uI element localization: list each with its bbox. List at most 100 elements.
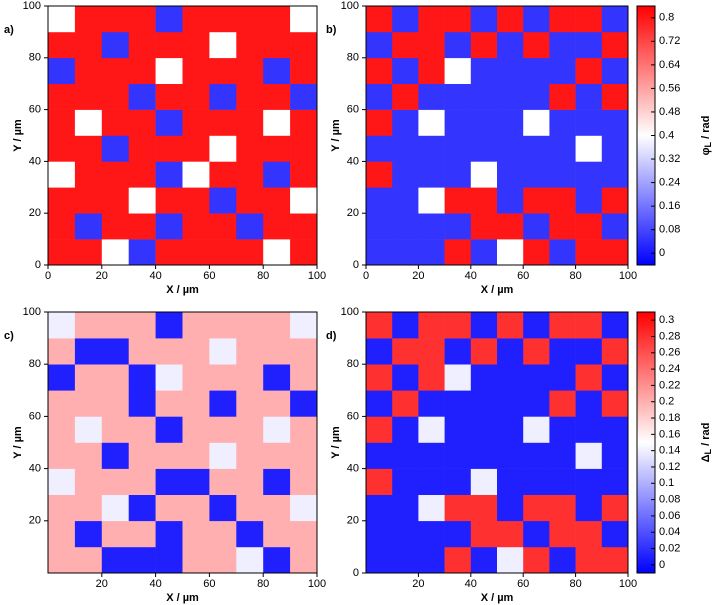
- panel-label: c): [4, 330, 14, 342]
- y-tick-label: 0: [35, 259, 41, 271]
- heatmap-cell: [101, 416, 129, 443]
- heatmap-cell: [549, 546, 576, 574]
- heatmap-cell: [444, 416, 472, 443]
- y-tick-label: 60: [29, 104, 41, 116]
- heatmap-cell: [263, 6, 291, 33]
- heatmap-cell: [128, 109, 156, 136]
- heatmap-cell: [209, 520, 237, 548]
- heatmap-cell: [575, 31, 603, 59]
- x-tick-label: 40: [465, 270, 477, 282]
- colorbar-tick-label: 0.14: [659, 445, 680, 457]
- y-tick-label: 60: [347, 410, 359, 422]
- heatmap-cell: [470, 468, 498, 495]
- heatmap-cell: [182, 31, 210, 59]
- heatmap-cell: [155, 83, 183, 110]
- heatmap-cell: [263, 239, 291, 266]
- heatmap-cell: [470, 213, 498, 240]
- heatmap-cell: [209, 390, 237, 417]
- heatmap-cell: [74, 135, 103, 162]
- heatmap-cell: [549, 494, 576, 522]
- heatmap-cell: [601, 468, 629, 495]
- x-tick-label: 0: [45, 270, 51, 282]
- heatmap-cell: [74, 442, 103, 469]
- heatmap-cell: [444, 187, 472, 214]
- heatmap-cell: [209, 109, 237, 136]
- heatmap-cell: [470, 83, 498, 110]
- colorbar-label: φL / rad: [700, 116, 713, 156]
- heatmap-cell: [290, 213, 318, 240]
- heatmap-cell: [444, 83, 472, 110]
- colorbar-tick-label: 0.2: [659, 396, 674, 408]
- heatmap-cell: [128, 338, 156, 365]
- heatmap-cell: [236, 442, 264, 469]
- heatmap-cell: [182, 312, 210, 339]
- colorbar-label-symbol: φ: [700, 147, 712, 155]
- heatmap-cell: [182, 161, 210, 188]
- heatmap-cell: [601, 57, 629, 84]
- y-axis-label: Y / µm: [330, 119, 342, 152]
- heatmap-cell: [601, 312, 629, 339]
- heatmap-cell: [236, 416, 264, 443]
- heatmap-cell: [523, 161, 550, 188]
- heatmap-cell: [48, 546, 76, 574]
- heatmap-cell: [290, 109, 318, 136]
- heatmap-cell: [523, 442, 550, 469]
- heatmap-cell: [155, 161, 183, 188]
- heatmap-cell: [497, 161, 524, 188]
- heatmap-cell: [209, 57, 237, 84]
- heatmap-cell: [209, 442, 237, 469]
- x-tick-label: 100: [619, 578, 637, 590]
- heatmap-cell: [101, 57, 129, 84]
- heatmap-cell: [392, 187, 419, 214]
- heatmap-cell: [392, 546, 419, 574]
- heatmap-cell: [523, 239, 550, 266]
- heatmap-cell: [366, 239, 393, 266]
- heatmap-cell: [290, 312, 318, 339]
- heatmap-cell: [601, 213, 629, 240]
- heatmap-cell: [263, 187, 291, 214]
- heatmap-cell: [523, 520, 550, 548]
- heatmap-cell: [263, 213, 291, 240]
- heatmap-cell: [182, 109, 210, 136]
- heatmap-cell: [549, 468, 576, 495]
- heatmap-cell: [366, 546, 393, 574]
- heatmap-cell: [101, 213, 129, 240]
- heatmap-cell: [444, 161, 472, 188]
- heatmap-cell: [470, 390, 498, 417]
- heatmap-cell: [418, 494, 445, 522]
- heatmap-cell: [601, 187, 629, 214]
- heatmap-cell: [366, 161, 393, 188]
- heatmap-cell: [470, 187, 498, 214]
- heatmap-cell: [523, 135, 550, 162]
- heatmap-cell: [523, 494, 550, 522]
- heatmap-cell: [444, 135, 472, 162]
- heatmap-cell: [601, 364, 629, 391]
- heatmap-cell: [470, 338, 498, 365]
- heatmap-cell: [497, 442, 524, 469]
- colorbar-label-symbol: Δ: [700, 454, 712, 462]
- heatmap-cell: [366, 416, 393, 443]
- heatmap-cell: [128, 520, 156, 548]
- heatmap-cell: [549, 239, 576, 266]
- heatmap-cell: [101, 364, 129, 391]
- heatmap-cell: [523, 546, 550, 574]
- heatmap-cell: [497, 83, 524, 110]
- heatmap-cell: [101, 468, 129, 495]
- panel-label: a): [4, 24, 14, 36]
- x-axis-label: X / µm: [481, 592, 514, 604]
- x-tick-label: 100: [619, 270, 637, 282]
- heatmap-cell: [263, 83, 291, 110]
- colorbar-tick-label: 0.22: [659, 379, 680, 391]
- heatmap-cell: [74, 161, 103, 188]
- x-axis-label: X / µm: [481, 284, 514, 296]
- heatmap-cell: [128, 161, 156, 188]
- heatmap-cell: [290, 57, 318, 84]
- heatmap-cell: [74, 57, 103, 84]
- heatmap-cell: [366, 135, 393, 162]
- heatmap-cell: [290, 390, 318, 417]
- heatmap-cell: [263, 31, 291, 59]
- colorbar-tick-label: 0.24: [659, 176, 680, 188]
- colorbar-label-subscript: L: [703, 448, 713, 454]
- heatmap-cell: [74, 364, 103, 391]
- heatmap-cell: [290, 187, 318, 214]
